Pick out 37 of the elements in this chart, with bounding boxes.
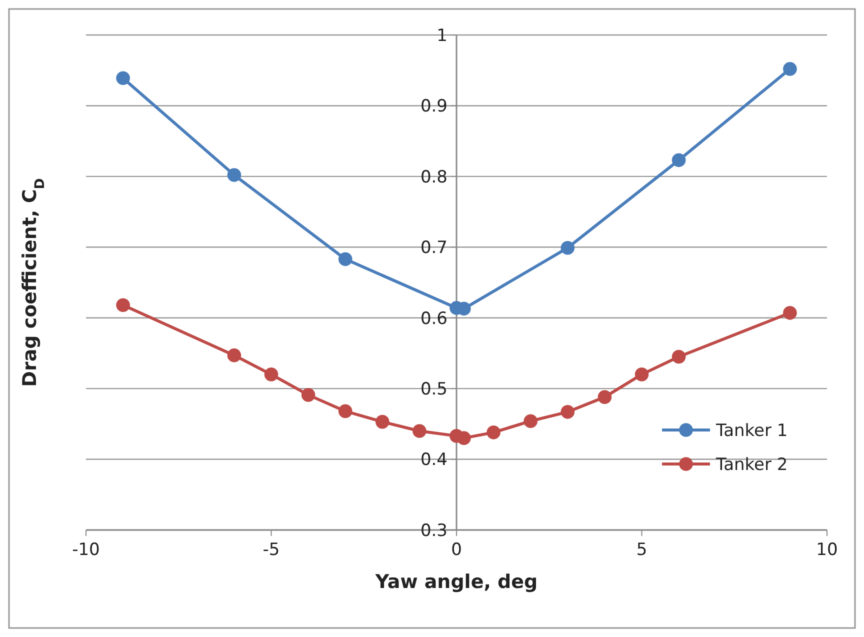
point xyxy=(116,298,130,312)
y-tick-label: 0.9 xyxy=(420,96,448,117)
point xyxy=(560,240,575,255)
y-tick-label: 0.7 xyxy=(420,238,448,258)
x-tick-label: 5 xyxy=(636,540,648,560)
point xyxy=(457,431,471,445)
point xyxy=(412,424,426,438)
legend-label: Tanker 2 xyxy=(715,454,788,475)
point xyxy=(116,71,130,86)
point xyxy=(634,368,649,382)
point xyxy=(524,414,538,428)
point xyxy=(264,368,278,382)
point xyxy=(486,426,500,440)
y-tick-label: 0.6 xyxy=(420,308,448,329)
legend-label: Tanker 1 xyxy=(715,420,788,441)
x-tick-label: 10 xyxy=(816,540,838,560)
x-tick-label: -10 xyxy=(72,540,100,560)
y-tick-label: 0.8 xyxy=(420,167,448,188)
point xyxy=(227,168,242,182)
point xyxy=(301,388,316,402)
point xyxy=(227,348,242,362)
x-tick-label: 0 xyxy=(451,540,462,560)
point xyxy=(783,306,797,320)
point xyxy=(375,414,390,429)
point xyxy=(338,404,352,418)
point xyxy=(672,153,686,168)
y-tick-label: 0.3 xyxy=(420,520,448,541)
y-tick-label: 0.4 xyxy=(420,450,448,470)
point xyxy=(672,350,686,364)
x-axis-title: Yaw angle, deg xyxy=(374,571,538,593)
point xyxy=(560,405,575,419)
y-tick-label: 0.5 xyxy=(420,380,448,400)
point xyxy=(598,390,612,404)
point xyxy=(338,252,352,266)
y-tick-label: 1 xyxy=(436,26,448,46)
point xyxy=(783,62,797,76)
x-tick-label: -5 xyxy=(262,540,280,560)
